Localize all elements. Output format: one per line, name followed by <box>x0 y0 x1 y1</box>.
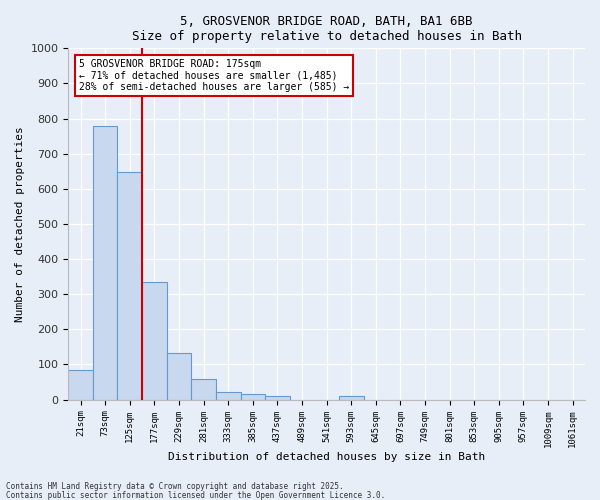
X-axis label: Distribution of detached houses by size in Bath: Distribution of detached houses by size … <box>168 452 485 462</box>
Y-axis label: Number of detached properties: Number of detached properties <box>15 126 25 322</box>
Bar <box>339 396 364 400</box>
Bar <box>265 396 290 400</box>
Bar <box>167 353 191 400</box>
Bar <box>118 172 142 400</box>
Bar <box>68 370 93 400</box>
Title: 5, GROSVENOR BRIDGE ROAD, BATH, BA1 6BB
Size of property relative to detached ho: 5, GROSVENOR BRIDGE ROAD, BATH, BA1 6BB … <box>131 15 521 43</box>
Bar <box>216 392 241 400</box>
Bar <box>93 126 118 400</box>
Text: Contains public sector information licensed under the Open Government Licence 3.: Contains public sector information licen… <box>6 490 385 500</box>
Bar <box>142 282 167 400</box>
Text: 5 GROSVENOR BRIDGE ROAD: 175sqm
← 71% of detached houses are smaller (1,485)
28%: 5 GROSVENOR BRIDGE ROAD: 175sqm ← 71% of… <box>79 59 349 92</box>
Bar <box>191 379 216 400</box>
Text: Contains HM Land Registry data © Crown copyright and database right 2025.: Contains HM Land Registry data © Crown c… <box>6 482 344 491</box>
Bar <box>241 394 265 400</box>
